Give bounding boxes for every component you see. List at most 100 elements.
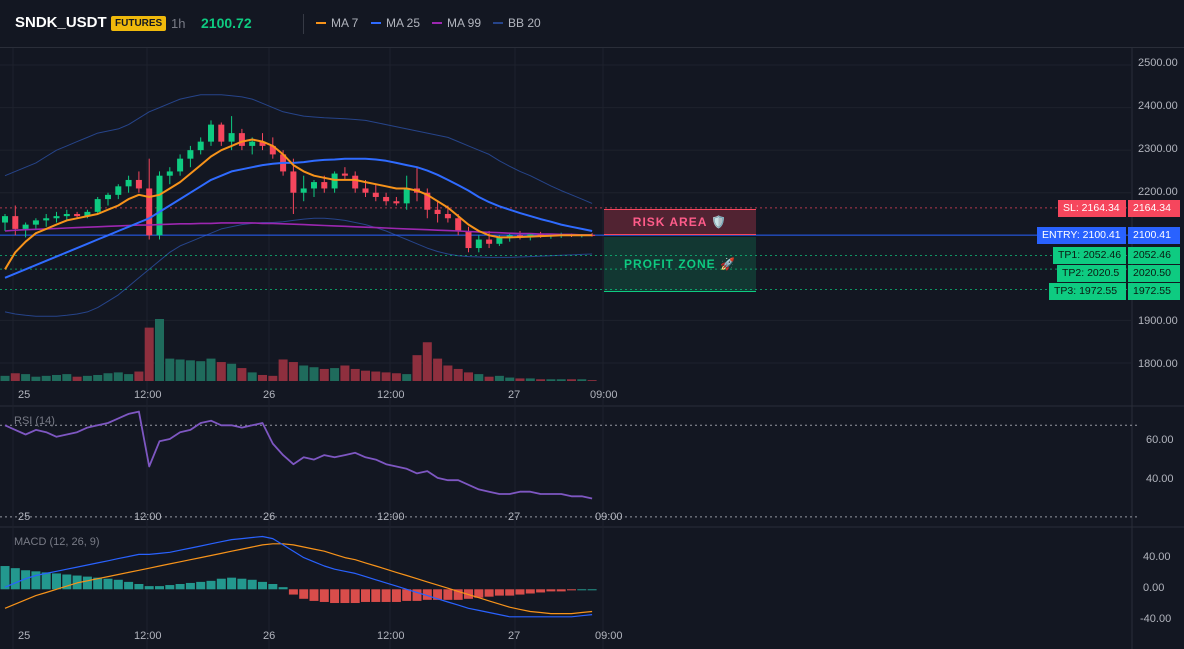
legend-ma7[interactable]: MA 7 — [316, 16, 358, 30]
candle-body — [424, 192, 431, 210]
volume-bar — [21, 374, 31, 381]
macd-histogram-bar — [567, 589, 576, 591]
volume-bar — [124, 374, 134, 381]
entry-price-tag: 2100.41 — [1128, 227, 1180, 244]
macd-histogram-bar — [216, 578, 226, 590]
volume-bar — [155, 319, 164, 381]
volume-bar — [371, 371, 381, 381]
macd-histogram-bar — [556, 589, 566, 592]
ma25-swatch-icon — [371, 22, 381, 24]
candle-body — [383, 196, 390, 202]
header-divider — [303, 14, 304, 34]
macd-pane-title: MACD (12, 26, 9) — [14, 536, 100, 548]
rsi-time-label-0900: 09:00 — [595, 511, 623, 523]
time-label-0900: 09:00 — [590, 389, 618, 401]
time-label-25: 25 — [18, 389, 31, 401]
macd-tick-40: 40.00 — [1143, 551, 1171, 563]
volume-bar — [268, 375, 278, 381]
legend-bb20[interactable]: BB 20 — [493, 16, 541, 30]
volume-bar — [546, 379, 556, 381]
tp2-label: TP2: 2020.5 — [1057, 265, 1126, 282]
candle-body — [43, 218, 50, 221]
macd-histogram-bar — [505, 589, 515, 596]
volume-bar — [52, 374, 61, 381]
candle-body — [228, 133, 235, 142]
volume-bar — [10, 373, 20, 381]
candle-body — [2, 216, 8, 223]
legend-ma25-label: MA 25 — [386, 16, 421, 30]
timeframe-selector[interactable]: 1h — [171, 16, 186, 31]
macd-histogram-bar — [525, 589, 535, 594]
macd-histogram-bar — [247, 579, 257, 590]
volume-bar — [340, 365, 350, 381]
volume-bar — [258, 374, 267, 381]
macd-histogram-bar — [371, 589, 381, 602]
macd-histogram-bar — [453, 589, 463, 600]
bb-upper-line — [4, 94, 593, 204]
volume-bar — [453, 368, 463, 381]
volume-bar — [103, 373, 113, 381]
tp3-price-tag: 1972.55 — [1128, 283, 1180, 300]
candle-body — [496, 237, 503, 244]
volume-bar — [330, 368, 340, 381]
macd-histogram-bar — [412, 589, 422, 601]
volume-bar — [494, 375, 504, 381]
macd-histogram-bar — [422, 589, 432, 600]
candle-body — [352, 175, 359, 189]
profit-zone: PROFIT ZONE 🚀 — [604, 237, 756, 292]
macd-histogram-bar — [278, 587, 288, 590]
macd-histogram-bar — [21, 570, 31, 590]
macd-histogram-bar — [82, 576, 92, 590]
symbol-name[interactable]: SNDK_USDT — [15, 14, 107, 31]
rsi-tick-40: 40.00 — [1146, 473, 1174, 485]
candle-body — [135, 179, 142, 189]
candle-body — [218, 124, 225, 142]
macd-histogram-bar — [103, 578, 113, 590]
macd-histogram-bar — [361, 589, 370, 602]
sl-label: SL: 2164.34 — [1058, 200, 1126, 217]
last-price: 2100.72 — [201, 15, 252, 31]
macd-histogram-bar — [41, 572, 51, 590]
legend-bb20-label: BB 20 — [508, 16, 541, 30]
volume-bar — [237, 368, 247, 381]
macd-histogram-bar — [340, 589, 350, 604]
volume-bar — [82, 375, 92, 381]
volume-bar — [412, 355, 422, 381]
macd-histogram-bar — [134, 584, 144, 590]
macd-histogram-bar — [391, 589, 401, 602]
macd-time-label-0900: 09:00 — [595, 630, 623, 642]
macd-line — [4, 535, 593, 618]
macd-histogram-bar — [113, 579, 123, 590]
legend-ma99-label: MA 99 — [447, 16, 482, 30]
macd-histogram-bar — [381, 589, 391, 602]
macd-histogram-bar — [175, 584, 185, 590]
volume-bar — [216, 362, 226, 381]
macd-tick-0: 0.00 — [1143, 582, 1165, 594]
candle-body — [300, 188, 307, 193]
entry-label: ENTRY: 2100.41 — [1037, 227, 1126, 244]
macd-signal-line — [4, 543, 593, 615]
volume-bar — [206, 358, 216, 381]
volume-bar — [288, 362, 298, 381]
macd-histogram-bar — [402, 589, 412, 601]
candle-body — [156, 175, 163, 236]
candle-body — [208, 124, 214, 142]
rsi-time-label-27: 27 — [508, 511, 521, 523]
legend-ma99[interactable]: MA 99 — [432, 16, 481, 30]
rsi-time-label-26: 26 — [263, 511, 276, 523]
candle-body — [32, 220, 39, 225]
candle-body — [238, 133, 245, 146]
bb20-swatch-icon — [493, 22, 503, 24]
volume-bar — [72, 376, 82, 381]
macd-histogram-bar — [288, 589, 298, 595]
macd-histogram-bar — [299, 589, 309, 599]
macd-time-label-25: 25 — [18, 630, 31, 642]
ma99-line — [4, 222, 593, 236]
volume-bar — [175, 359, 185, 381]
candle-body — [166, 171, 173, 176]
candle-body — [506, 235, 513, 238]
legend-ma25[interactable]: MA 25 — [371, 16, 420, 30]
volume-bar — [381, 372, 391, 381]
volume-bar — [556, 379, 566, 381]
